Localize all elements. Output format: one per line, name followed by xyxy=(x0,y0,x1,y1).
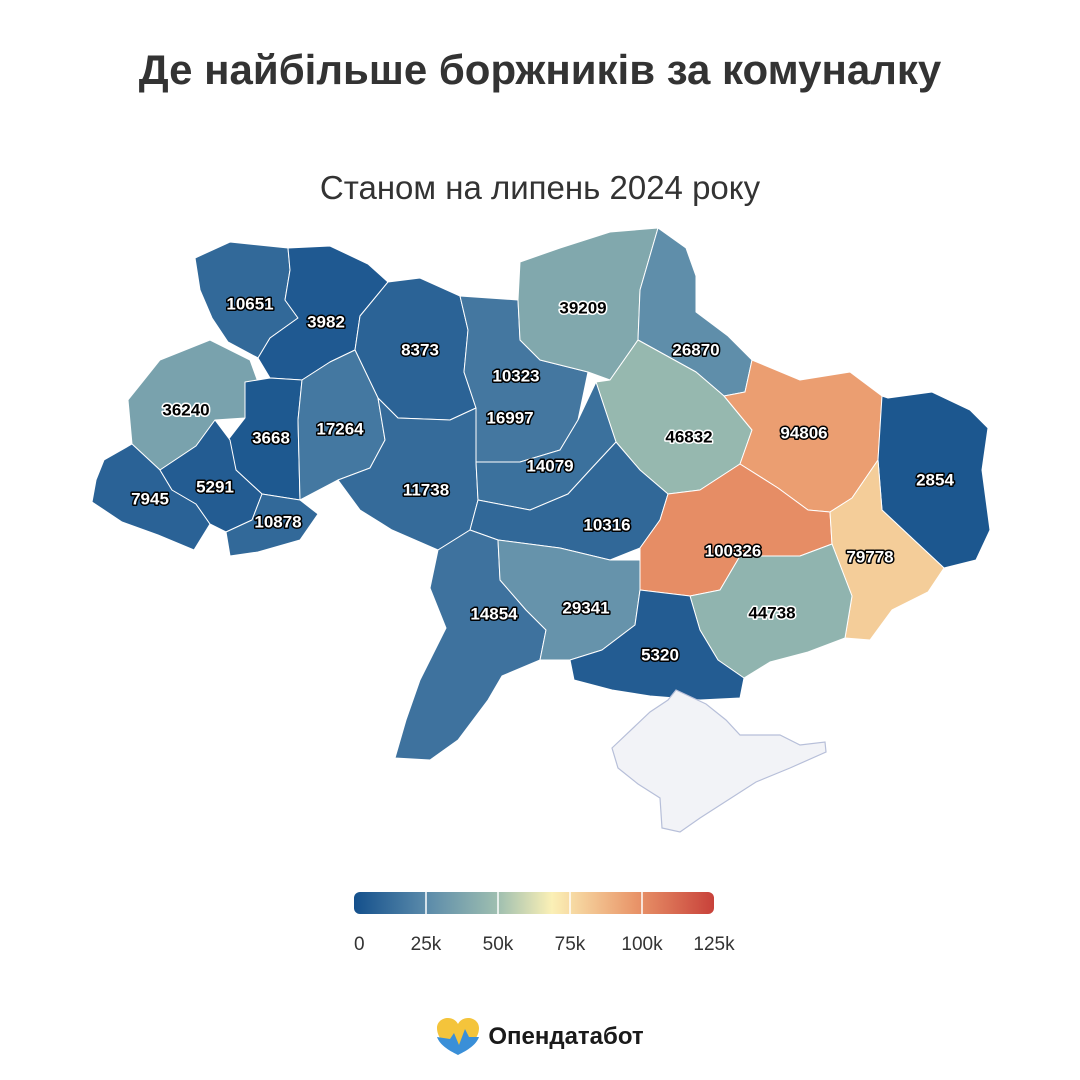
brand-name: Опендатабот xyxy=(488,1023,644,1050)
region-value-label-vinnytsia: 11738 xyxy=(403,481,449,500)
region-value-label-sumy: 26870 xyxy=(672,341,719,360)
legend-tick-label: 75k xyxy=(555,934,586,955)
labels-layer: 10651 3982 8373 10323 16997 39209 26870 36240 36… xyxy=(130,293,956,666)
region-zakarpattia[interactable] xyxy=(91,443,211,551)
brand: Опендатабот xyxy=(0,1014,1080,1060)
region-value-label-cherkasy: 14079 xyxy=(526,457,573,476)
legend-tick-label: 125k xyxy=(693,934,735,955)
legend-tick-label: 100k xyxy=(621,934,663,955)
region-value-label-chernihiv: 39209 xyxy=(559,299,606,318)
region-value-label-kharkiv: 94806 xyxy=(780,424,827,443)
legend-bar xyxy=(354,892,714,914)
region-value-label-donetsk: 79778 xyxy=(846,548,893,567)
region-value-label-poltava: 46832 xyxy=(665,428,712,447)
legend-tick-label: 0 xyxy=(354,934,365,955)
region-value-label-zaporizhzhia: 44738 xyxy=(748,604,795,623)
region-crimea[interactable] xyxy=(611,689,827,833)
region-value-label-kherson: 5320 xyxy=(641,646,679,665)
page-title: Де найбільше боржників за комуналку xyxy=(138,46,942,93)
region-value-label-odesa: 14854 xyxy=(470,605,518,624)
regions-layer xyxy=(91,227,991,761)
region-value-label-kyiv-city: 10323 xyxy=(492,367,539,386)
region-chernivtsi[interactable] xyxy=(225,493,319,557)
region-value-label-khmelnytskyi: 17264 xyxy=(316,420,364,439)
region-value-label-volyn: 10651 xyxy=(226,295,273,314)
region-value-label-ternopil: 3668 xyxy=(252,429,290,448)
region-value-label-kirovohrad: 10316 xyxy=(583,516,630,535)
region-value-label-luhansk: 2854 xyxy=(916,471,954,490)
region-value-label-zakarpattia: 7945 xyxy=(131,490,169,509)
color-legend: 0 25k 50k 75k 100k 125k xyxy=(354,892,735,955)
region-value-label-ivano-frankivsk: 5291 xyxy=(196,478,234,497)
legend-dividers xyxy=(425,892,643,914)
region-value-label-mykolaiv: 29341 xyxy=(562,599,609,618)
legend-tick-label: 50k xyxy=(483,934,514,955)
page-subtitle: Станом на липень 2024 року xyxy=(319,169,761,206)
region-value-label-dnipropetrovsk: 100326 xyxy=(705,542,762,561)
legend-tick-label: 25k xyxy=(411,934,442,955)
region-value-label-kyiv-oblast: 16997 xyxy=(486,409,533,428)
region-value-label-lviv: 36240 xyxy=(162,401,209,420)
region-value-label-rivne: 3982 xyxy=(307,313,345,332)
region-value-label-zhytomyr: 8373 xyxy=(401,341,439,360)
opendatabot-heart-icon xyxy=(437,1018,480,1055)
region-value-label-chernivtsi: 10878 xyxy=(254,513,301,532)
legend-tick-labels: 0 25k 50k 75k 100k 125k xyxy=(354,934,735,955)
